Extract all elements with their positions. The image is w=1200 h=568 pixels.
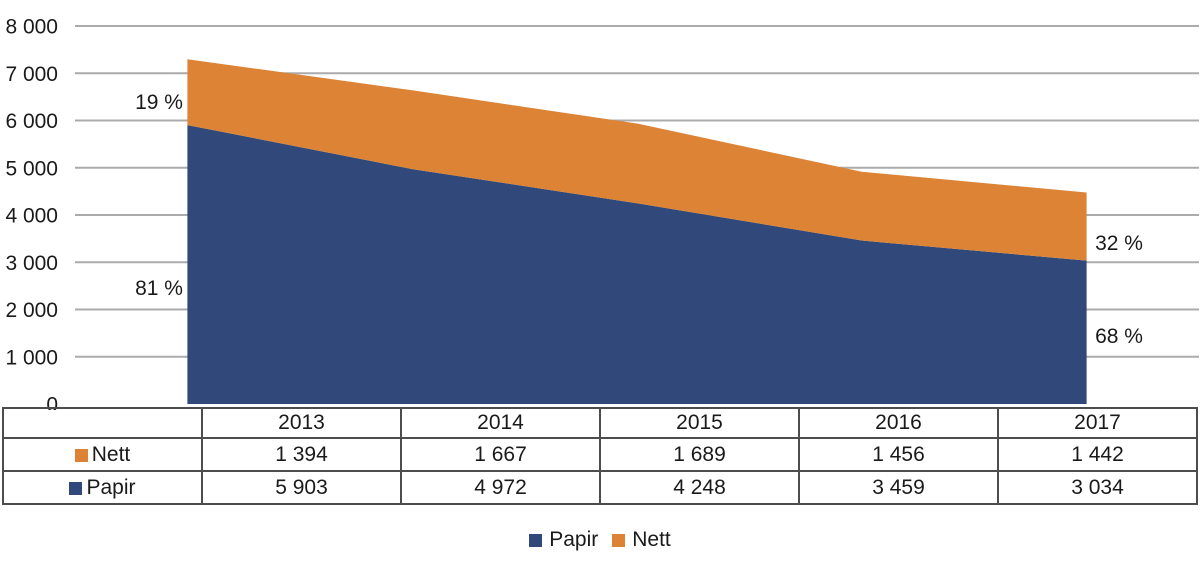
papir-area-series [187,125,1087,404]
legend-item-papir: Papir [529,528,598,552]
year-header-cell: 2013 [201,407,402,439]
y-axis-tick-label: 5 000 [5,157,58,180]
table-cell: 1 667 [400,437,601,472]
percent-annotation: 32 % [1095,232,1143,255]
papir-swatch-icon [69,481,83,495]
table-cell: 3 034 [997,470,1198,505]
y-axis-tick-label: 8 000 [5,16,58,39]
table-row-papir: Papir 5 903 4 972 4 248 3 459 3 034 [2,470,1198,505]
percent-annotation: 19 % [135,91,183,114]
y-axis-tick-label: 4 000 [5,205,58,228]
chart-legend: Papir Nett [0,528,1200,552]
year-header-cell: 2016 [798,407,999,439]
table-corner-cell [2,407,203,439]
table-cell: 1 442 [997,437,1198,472]
y-axis-tick-label: 0 [46,394,58,411]
table-cell: 1 689 [599,437,800,472]
percent-annotation: 68 % [1095,325,1143,348]
row-label-papir: Papir [2,470,203,505]
table-cell: 1 456 [798,437,999,472]
data-table: 2013 2014 2015 2016 2017 Nett 1 394 1 66… [2,407,1198,505]
table-cell: 4 248 [599,470,800,505]
y-axis-tick-label: 3 000 [5,252,58,275]
y-axis-tick-label: 6 000 [5,110,58,133]
y-axis-tick-label: 7 000 [5,63,58,86]
year-header-cell: 2017 [997,407,1198,439]
nett-swatch-icon [612,533,626,547]
table-cell: 4 972 [400,470,601,505]
row-label-nett: Nett [2,437,203,472]
year-header-cell: 2014 [400,407,601,439]
legend-item-nett: Nett [612,528,671,552]
table-cell: 3 459 [798,470,999,505]
table-row-nett: Nett 1 394 1 667 1 689 1 456 1 442 [2,437,1198,472]
nett-swatch-icon [74,448,88,462]
stacked-area-chart: 0 1 000 2 000 3 000 4 000 5 000 6 000 7 000 8 00… [5,16,1199,417]
papir-swatch-icon [529,533,543,547]
row-label-text: Papir [86,475,136,499]
percent-annotation: 81 % [135,277,183,300]
legend-label: Nett [632,528,671,551]
table-cell: 1 394 [201,437,402,472]
y-axis-tick-label: 2 000 [5,299,58,322]
table-header-row: 2013 2014 2015 2016 2017 [2,407,1198,439]
nett-area-series [187,59,1087,261]
table-cell: 5 903 [201,470,402,505]
year-header-cell: 2015 [599,407,800,439]
legend-label: Papir [549,528,599,551]
row-label-text: Nett [91,442,131,466]
y-axis-tick-label: 1 000 [5,346,58,369]
